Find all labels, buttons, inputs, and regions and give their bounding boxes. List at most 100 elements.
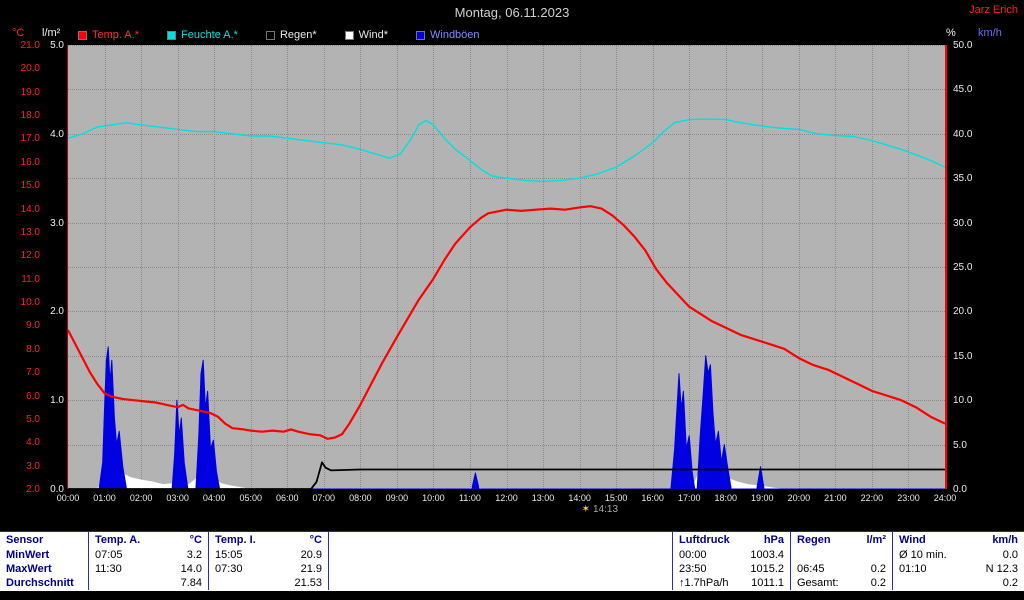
stats-cell-time: 00:00 [679,549,707,561]
y-axis-temp-tick-label: 2.0 [26,484,40,495]
gridline-horizontal [68,133,945,135]
stats-cell-value: 21.9 [300,563,322,575]
stats-cell-time: ↑1.7hPa/h [679,577,729,589]
stats-cell-value: 1003.4 [750,549,784,561]
stats-cell-value: 0.0 [1002,549,1018,561]
y-axis-temp-tick-label: 7.0 [26,367,40,379]
stats-cell-value: 20.9 [300,549,322,561]
x-axis-tick-label: 18:00 [714,493,738,503]
y-axis-temp-tick-label: 14.0 [20,203,40,215]
legend-label: Windböen [430,29,480,41]
stats-cell [328,562,672,576]
y-axis-temp-tick-label: 12.0 [20,250,40,262]
stats-cell: Ø 10 min. 0.0 [892,548,1024,562]
x-axis-tick-label: 05:00 [239,493,262,503]
x-axis-tick-label: 20:00 [787,493,811,503]
y-axis-precip-tick-label: 4.0 [50,128,64,140]
x-axis-tick-label: 14:00 [568,493,591,503]
x-axis-tick-label: 17:00 [677,493,701,503]
x-axis-tick-label: 13:00 [531,493,555,503]
y-axis-temp-tick-label: 20.0 [20,63,40,75]
stats-header-unit: °C [189,534,202,546]
stats-header-unit: hPa [763,534,784,546]
stats-cell: 07:05 3.2 [88,548,208,562]
stats-data-row: MinWert 07:05 3.2 15:05 20.9 00:00 1003.4 Ø 10 … [0,548,1024,562]
x-axis-tick-label: 21:00 [824,493,847,503]
y-axis-right-tick-label: 50.0 [953,40,973,51]
x-axis-tick-label: 16:00 [641,493,664,503]
left-axis-unit-precip: l/m² [42,27,61,39]
bottom-axis-line [66,489,947,491]
y-axis-temp-tick-label: 15.0 [20,180,40,192]
x-axis-tick-label: 08:00 [349,493,372,503]
stats-cell: 21.53 [208,576,328,590]
gridline-horizontal [68,444,945,446]
stats-cell: 11:30 14.0 [88,562,208,576]
y-axis-temp-tick-label: 10.0 [20,297,40,309]
x-axis-tick-label: 06:00 [275,493,299,503]
stats-header-label: Temp. I. [215,534,256,546]
y-axis-temp-tick-label: 4.0 [26,437,40,449]
gridline-horizontal [68,400,945,402]
watermark-label: Jarz Erich [969,4,1018,16]
stats-row-label: Durchschnitt [6,577,74,589]
legend-swatch [344,30,354,40]
y-axis-right-tick-label: 20.0 [953,306,973,318]
x-axis-tick-label: 04:00 [202,493,226,503]
stats-cell: 00:00 1003.4 [672,548,790,562]
stats-cell: 23:50 1015.2 [672,562,790,576]
stats-cell: 0.2 [892,576,1024,590]
gridline-horizontal [68,267,945,268]
legend-label: Wind* [358,29,388,41]
y-axis-temp-tick-label: 6.0 [26,390,40,402]
current-time-marker: ✶ 14:13 [582,504,618,515]
y-axis-right-tick-label: 10.0 [953,395,973,407]
x-axis-tick-label: 12:00 [495,493,518,503]
chart-curves [68,118,945,489]
x-axis-tick-label: 19:00 [751,493,774,503]
y-axis-right-tick-label: 25.0 [953,262,973,273]
stats-cell: 7.84 [88,576,208,590]
stats-header-label: Luftdruck [679,534,730,546]
stats-header-label: Sensor [6,534,44,546]
legend-item: Wind* [344,29,388,41]
chart-legend: Temp. A.* Feuchte A.* Regen* Wind* Windböen [78,29,480,41]
stats-header-cell [328,532,672,548]
stats-data-row: MaxWert 11:30 14.0 07:30 21.9 23:50 1015.2 06:4… [0,562,1024,576]
x-axis-tick-label: 01:00 [93,493,116,503]
stats-cell-value: 7.84 [180,577,202,589]
stats-header-cell: Regen l/m² [790,532,892,548]
stats-cell-value: 0.2 [1002,577,1018,589]
y-axis-temp-tick-label: 3.0 [26,460,40,472]
stats-row-label: MinWert [6,549,50,561]
stats-cell-value: 14.0 [180,563,202,575]
stats-header-label: Regen [797,534,831,546]
legend-swatch [265,30,275,40]
y-axis-right-tick-label: 5.0 [953,439,967,451]
stats-header-label: Wind [899,534,926,546]
y-axis-temp-tick-label: 5.0 [26,413,40,425]
stats-cell-time: 07:30 [215,563,243,575]
y-axis-temp-tick-label: 16.0 [20,156,40,168]
stats-header-cell: Sensor [0,532,88,548]
stats-header-cell: Wind km/h [892,532,1024,548]
x-axis-tick-label: 00:00 [56,493,80,503]
right-axis-line [945,45,947,489]
stats-row-label-cell: MaxWert [0,562,88,576]
legend-label: Regen* [279,29,317,41]
legend-item: Temp. A.* [78,29,139,41]
stats-cell: 06:45 0.2 [790,562,892,576]
stats-data-row: Durchschnitt 7.84 21.53 ↑1.7hPa/h 1011.1 Gesa… [0,576,1024,590]
stats-header-unit: l/m² [866,534,886,546]
stats-cell: Gesamt: 0.2 [790,576,892,590]
stats-cell-time: 15:05 [215,549,243,561]
stats-cell-time: 06:45 [797,563,825,575]
y-axis-temp-tick-label: 21.0 [20,40,40,51]
series-temp [68,205,945,440]
current-time-label: 14:13 [593,504,619,515]
x-axis-tick-label: 11:00 [459,493,481,503]
sun-icon: ✶ [581,504,590,515]
gridline-horizontal [68,89,945,91]
stats-cell-value: 0.2 [870,577,886,589]
